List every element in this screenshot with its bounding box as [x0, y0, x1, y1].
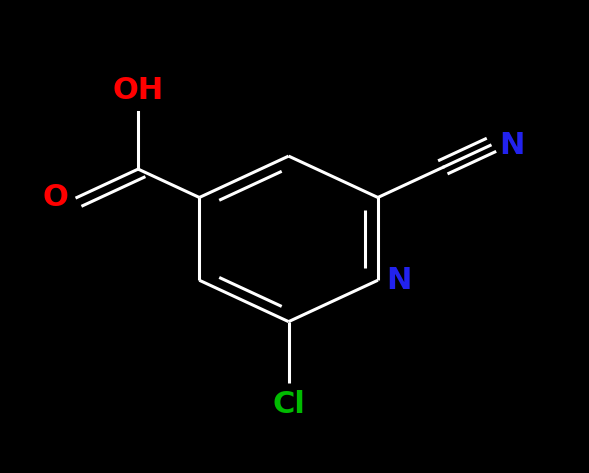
Text: N: N [387, 266, 412, 295]
Text: Cl: Cl [272, 390, 305, 419]
Text: OH: OH [112, 76, 164, 105]
Text: N: N [499, 131, 524, 160]
Text: O: O [42, 183, 68, 212]
